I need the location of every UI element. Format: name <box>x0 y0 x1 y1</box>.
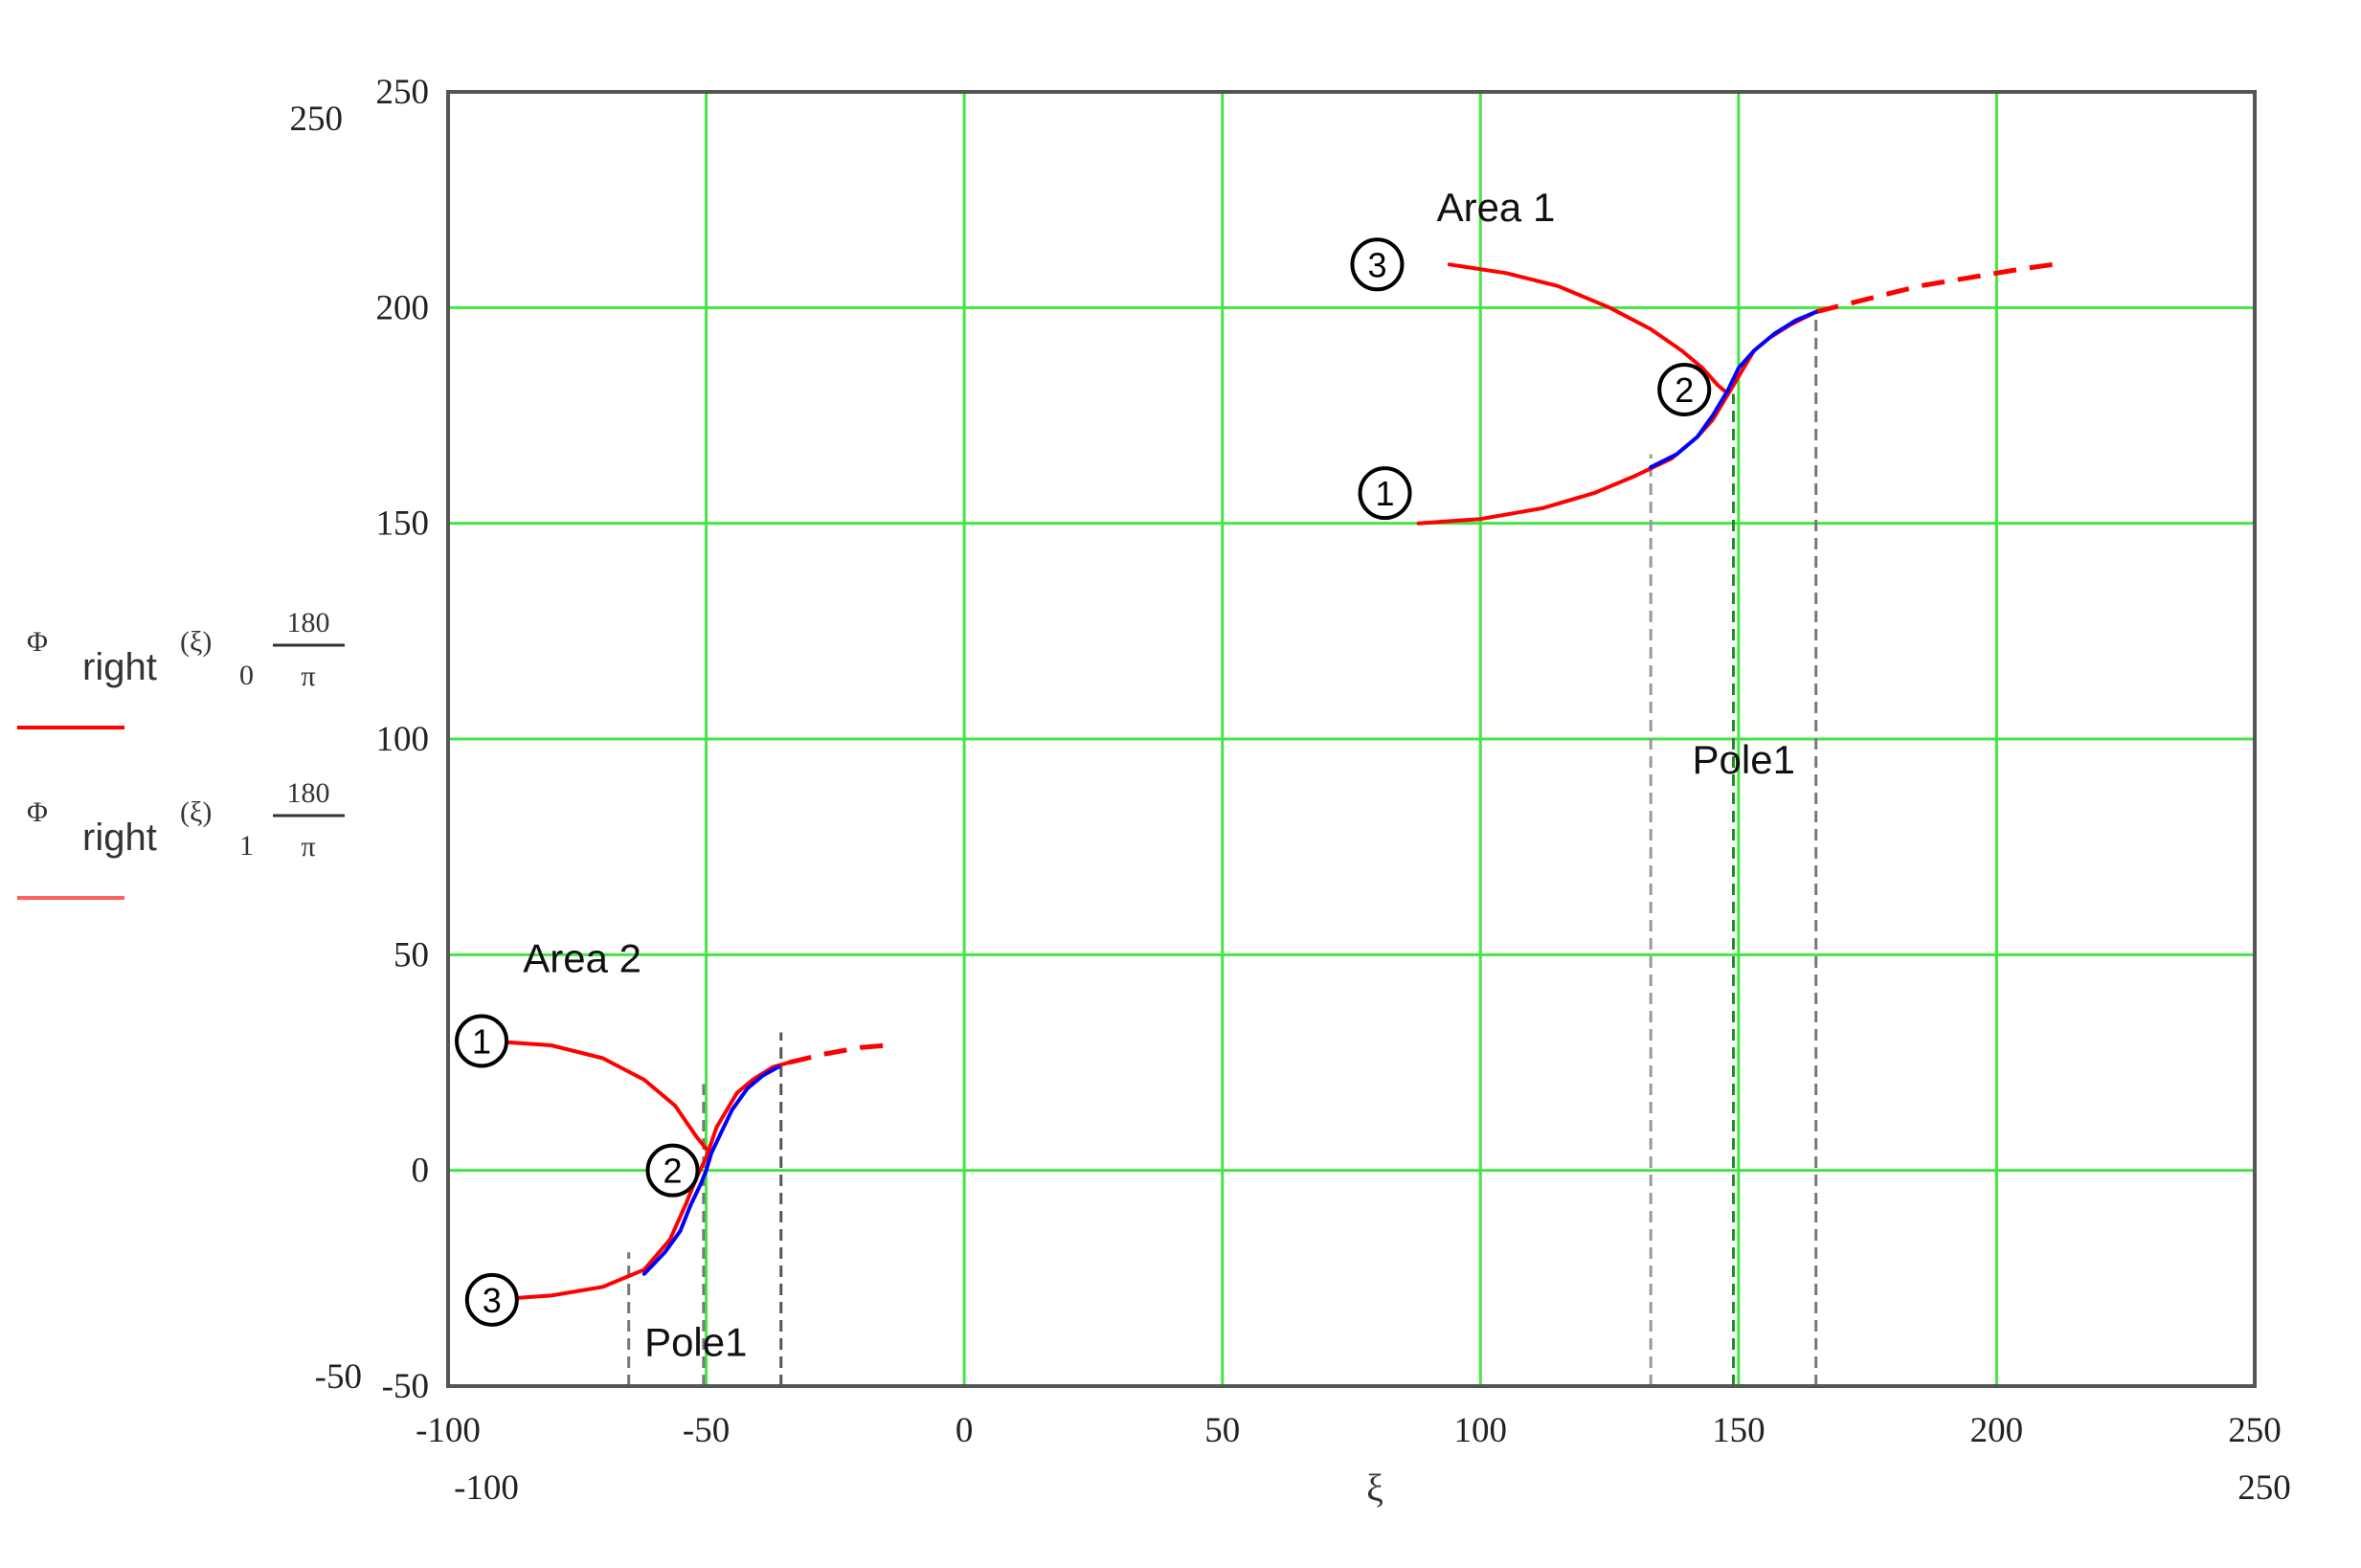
marker-label: 2 <box>1675 370 1694 410</box>
legend-denominator: π <box>301 831 315 862</box>
marker-label: 2 <box>663 1152 683 1191</box>
legend-subscript: right <box>82 646 157 688</box>
series-line-6 <box>1815 261 2055 315</box>
legend-subscript: right <box>82 817 157 859</box>
marker-circle <box>645 1143 700 1198</box>
annotation-label: Pole1 <box>644 1319 747 1364</box>
marker-2: 2 <box>1657 362 1712 416</box>
series-line-3 <box>641 1064 781 1276</box>
marker-1: 1 <box>1358 466 1412 521</box>
x-axis-label: ξ <box>1366 1467 1383 1510</box>
marker-3: 3 <box>464 1272 519 1327</box>
x-range-min-label: -100 <box>454 1468 519 1508</box>
x-tick-label: 200 <box>1970 1411 2024 1450</box>
marker-circle <box>464 1272 519 1327</box>
x-tick-label: 50 <box>1204 1411 1240 1450</box>
y-tick-label: 0 <box>412 1152 430 1191</box>
y-tick-label: 150 <box>376 504 430 544</box>
x-tick-label: 150 <box>1712 1411 1765 1450</box>
legend-numerator: 180 <box>287 777 330 809</box>
x-tick-label: 100 <box>1454 1411 1508 1450</box>
grid <box>446 90 2257 1388</box>
y-range-min-label: -50 <box>315 1357 362 1397</box>
legend-symbol: Φ <box>27 626 48 658</box>
tick-labels: -100 -50 0 50 100 150 200 250 -50 0 50 100 150 200 250… <box>290 73 2291 1508</box>
series-line-0 <box>487 1039 708 1152</box>
marker-group: 1 2 3 3 2 1 <box>455 237 1712 1327</box>
marker-1: 1 <box>455 1014 509 1068</box>
y-tick-label: 250 <box>376 73 430 112</box>
annotation-label: Area 2 <box>523 935 641 980</box>
legend-symbol: Φ <box>27 796 48 828</box>
marker-label: 3 <box>483 1281 502 1320</box>
marker-circle <box>1657 362 1712 416</box>
marker-label: 1 <box>1376 474 1395 513</box>
y-tick-label: -50 <box>382 1367 429 1406</box>
legend-argument: (ξ) <box>180 626 212 658</box>
x-tick-label: 250 <box>2228 1411 2282 1450</box>
marker-circle <box>455 1014 509 1068</box>
marker-circle <box>1350 237 1405 292</box>
series-line-5 <box>1416 309 1818 526</box>
vertical-guide-lines <box>627 311 1818 1386</box>
y-tick-label: 100 <box>376 720 430 759</box>
marker-label: 1 <box>472 1021 491 1061</box>
x-tick-label: -50 <box>683 1411 730 1450</box>
annotation-label: Area 1 <box>1437 185 1556 230</box>
annotation-label: Pole1 <box>1693 737 1795 782</box>
marker-circle <box>1358 466 1412 521</box>
y-range-max-label: 250 <box>290 100 344 139</box>
series-line-4 <box>1447 262 1731 396</box>
x-tick-label: 0 <box>956 1411 974 1450</box>
legend-argument: (ξ) <box>180 796 212 828</box>
legend-denominator: π <box>301 661 315 692</box>
legend-index: 0 <box>239 660 254 691</box>
legend-index: 1 <box>239 830 254 862</box>
legend-numerator: 180 <box>287 607 330 638</box>
series-group <box>487 261 2055 1302</box>
marker-3: 3 <box>1350 237 1405 292</box>
series-line-2 <box>788 1042 888 1065</box>
series-line-7 <box>1649 309 1818 470</box>
marker-2: 2 <box>645 1143 700 1198</box>
marker-label: 3 <box>1367 245 1386 284</box>
plot-frame <box>446 90 2257 1388</box>
series-line-1 <box>487 1061 791 1302</box>
y-tick-label: 50 <box>394 935 429 974</box>
y-tick-label: 200 <box>376 288 430 327</box>
annotation-group: Area 1 Area 2 Pole1 Pole1 <box>523 185 1795 1364</box>
x-range-max-label: 250 <box>2237 1468 2291 1508</box>
x-tick-label: -100 <box>416 1411 481 1450</box>
